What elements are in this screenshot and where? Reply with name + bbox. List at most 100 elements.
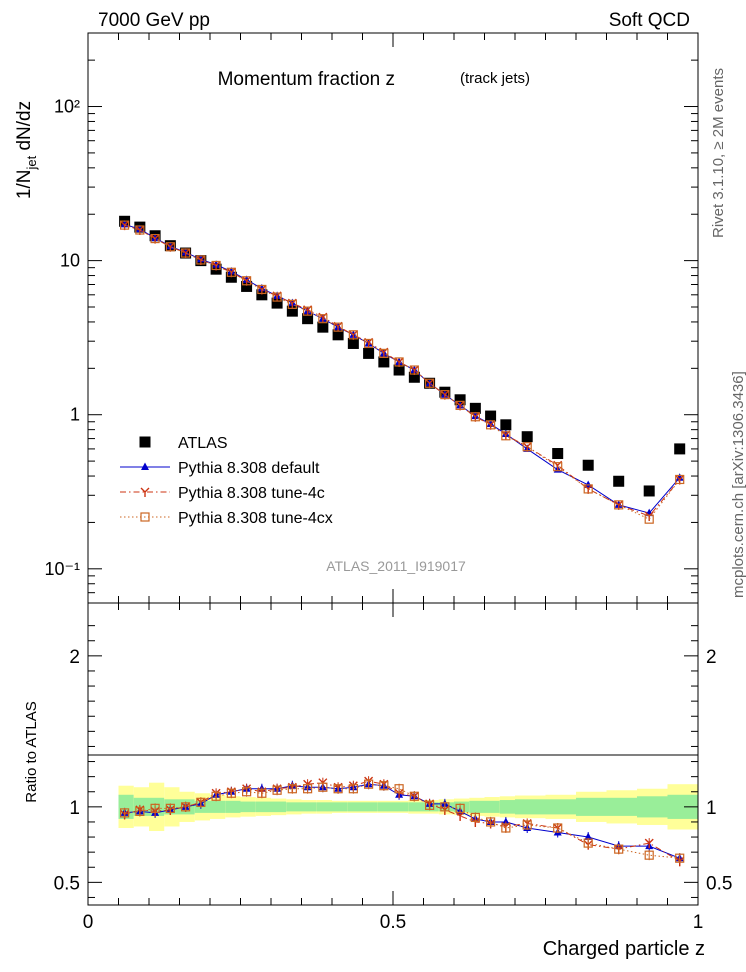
marker-open-square [379, 348, 389, 358]
marker-triangle [584, 832, 593, 841]
marker-open-square [364, 338, 374, 349]
ratio-band-inner [423, 802, 439, 812]
marker-square [332, 329, 344, 341]
legend: ATLAS Pythia 8.308 default Pythia 8.308 tu… [120, 435, 333, 527]
x-tick-label: 0.5 [380, 912, 406, 933]
header-right: Soft QCD [609, 10, 690, 31]
ratio-band-inner [271, 801, 287, 813]
ratio-y-tick-label-right: 2 [706, 647, 717, 668]
ratio-plot-frame [87, 602, 699, 906]
marker-square [643, 485, 655, 497]
marker-open-square [272, 292, 282, 302]
series-pythia-8-308-tune-4cx [119, 220, 685, 524]
ratio-band-inner [210, 800, 226, 813]
marker-open-square [135, 225, 145, 235]
ratio-band-inner [347, 802, 363, 812]
marker-open-square [140, 512, 150, 522]
main-plot-panel: 10⁻¹ 1 10 10² Momentum fraction z (track je… [44, 32, 699, 604]
ratio-band-inner [408, 802, 424, 812]
marker-open-square [501, 431, 511, 441]
marker-open-square [614, 500, 624, 510]
marker-star [455, 811, 465, 821]
ratio-series-pythia-8-308-tune-4cx [119, 779, 685, 864]
marker-open-square [303, 784, 313, 794]
marker-open-square [583, 484, 593, 494]
marker-open-square [522, 820, 532, 830]
mcplots-label: mcplots.cern.ch [arXiv:1306.3436] [730, 371, 746, 598]
x-tick-label: 1 [693, 912, 704, 933]
y-axis-label-part1: 1/N [14, 170, 35, 200]
y-axis-label-part2: dN/dz [14, 101, 35, 156]
y-axis-label-sub: jet [24, 155, 39, 170]
marker-square [378, 356, 390, 368]
marker-open-square [318, 314, 328, 324]
marker-open-square [348, 330, 358, 340]
ratio-y-axis-label: Ratio to ATLAS [23, 701, 40, 802]
marker-open-square [333, 322, 343, 332]
marker-open-square [553, 823, 563, 833]
ratio-y-tick-label: 1 [69, 798, 80, 819]
ratio-band-inner [499, 800, 515, 814]
marker-open-square [553, 462, 563, 472]
marker-square [485, 410, 497, 422]
marker-open-square [119, 220, 130, 230]
x-axis-label: Charged particle z [543, 938, 705, 960]
y-tick-label: 10 [60, 251, 80, 271]
marker-star [140, 487, 150, 497]
marker-open-square [455, 803, 465, 813]
marker-open-square [287, 299, 297, 309]
marker-open-square [583, 838, 593, 848]
legend-label: Pythia 8.308 default [178, 460, 320, 477]
marker-square [317, 321, 329, 333]
marker-open-square [348, 784, 358, 794]
series-line [124, 224, 681, 517]
marker-open-square [303, 306, 313, 316]
rivet-label: Rivet 3.1.10, ≥ 2M events [710, 68, 727, 238]
ratio-y-tick-label: 2 [69, 647, 80, 668]
marker-square [613, 475, 625, 487]
marker-open-square [226, 788, 236, 798]
series-atlas [119, 215, 686, 497]
marker-square [286, 305, 298, 317]
marker-open-square [135, 806, 145, 816]
ratio-band-inner [637, 796, 668, 818]
marker-open-square [196, 255, 206, 265]
marker-open-square [165, 803, 175, 813]
marker-triangle [242, 275, 251, 283]
marker-open-square [470, 412, 480, 422]
marker-open-square [211, 791, 221, 801]
marker-open-square [318, 782, 328, 792]
plot-title: Momentum fraction z [218, 69, 395, 90]
marker-triangle [471, 411, 480, 420]
marker-square [393, 364, 405, 376]
marker-open-square [181, 248, 191, 258]
marker-open-square [165, 242, 175, 252]
marker-open-square [394, 357, 404, 367]
marker-open-square [470, 812, 480, 823]
ratio-band-inner [484, 800, 500, 813]
marker-triangle [257, 283, 266, 292]
marker-open-square [242, 276, 252, 286]
ratio-band-inner [286, 802, 302, 812]
marker-open-square [522, 442, 532, 452]
marker-open-square [425, 800, 435, 810]
marker-open-square [119, 808, 130, 818]
marker-star [644, 838, 654, 849]
marker-open-square [409, 365, 419, 375]
marker-square [302, 313, 314, 325]
legend-label: Pythia 8.308 tune-4c [178, 485, 325, 502]
ratio-band-inner [576, 797, 607, 816]
marker-open-square [675, 853, 685, 863]
marker-square [469, 402, 481, 414]
ratio-band-inner [393, 802, 409, 812]
ratio-band-inner [225, 800, 241, 813]
marker-open-square [226, 267, 236, 277]
marker-open-square [272, 785, 282, 795]
marker-open-square [644, 850, 654, 860]
ratio-band-inner [545, 799, 576, 815]
marker-open-square [501, 823, 511, 833]
ratio-band-inner [362, 802, 378, 812]
marker-open-square [150, 233, 160, 244]
ratio-band-inner [606, 797, 637, 816]
marker-open-square [257, 284, 267, 295]
